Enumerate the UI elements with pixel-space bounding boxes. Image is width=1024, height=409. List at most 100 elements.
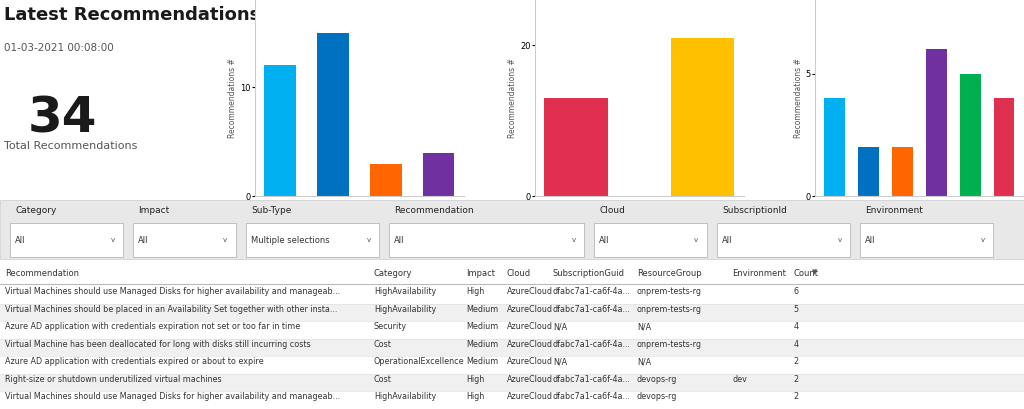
FancyBboxPatch shape (133, 223, 236, 257)
Text: v: v (367, 237, 371, 243)
FancyBboxPatch shape (717, 223, 850, 257)
Text: 4: 4 (794, 322, 799, 331)
FancyBboxPatch shape (246, 223, 379, 257)
Text: dfabc7a1-ca6f-4a...: dfabc7a1-ca6f-4a... (553, 287, 631, 296)
Text: AzureCloud: AzureCloud (507, 393, 553, 402)
Bar (858, 147, 879, 196)
Bar (423, 153, 455, 196)
FancyBboxPatch shape (0, 303, 1024, 321)
Text: ▼: ▼ (812, 269, 817, 275)
Text: AzureCloud: AzureCloud (507, 305, 553, 314)
Text: 01-03-2021 00:08:00: 01-03-2021 00:08:00 (4, 43, 114, 53)
Text: Cloud: Cloud (507, 269, 531, 278)
Bar (671, 38, 734, 196)
Bar (961, 74, 981, 196)
Text: onprem-tests-rg: onprem-tests-rg (637, 305, 701, 314)
Text: Environment: Environment (865, 206, 924, 215)
Text: v: v (838, 237, 842, 243)
Text: 2: 2 (794, 393, 799, 402)
Text: 2: 2 (794, 375, 799, 384)
Text: Medium: Medium (466, 340, 498, 349)
Text: HighAvailability: HighAvailability (374, 393, 436, 402)
Text: HighAvailability: HighAvailability (374, 287, 436, 296)
Text: Virtual Machine has been deallocated for long with disks still incurring costs: Virtual Machine has been deallocated for… (5, 340, 310, 349)
Text: v: v (694, 237, 698, 243)
Text: Multiple selections: Multiple selections (251, 236, 330, 245)
Text: Medium: Medium (466, 322, 498, 331)
Text: v: v (111, 237, 115, 243)
Text: Impact: Impact (138, 206, 170, 215)
Text: 34: 34 (28, 94, 97, 142)
Text: Sub-Type: Sub-Type (251, 206, 291, 215)
Text: AzureCloud: AzureCloud (507, 375, 553, 384)
Text: dfabc7a1-ca6f-4a...: dfabc7a1-ca6f-4a... (553, 340, 631, 349)
Text: Cost: Cost (374, 340, 391, 349)
Text: 6: 6 (794, 287, 799, 296)
Text: Medium: Medium (466, 305, 498, 314)
Y-axis label: Recommendations #: Recommendations # (228, 58, 238, 138)
Bar (370, 164, 401, 196)
Text: Azure AD application with credentials expired or about to expire: Azure AD application with credentials ex… (5, 357, 264, 366)
Text: Environment: Environment (732, 269, 786, 278)
FancyBboxPatch shape (594, 223, 707, 257)
Text: Cloud: Cloud (599, 206, 625, 215)
Text: 2: 2 (794, 357, 799, 366)
Bar (927, 49, 946, 196)
Text: All: All (394, 236, 404, 245)
Text: SubscriptionId: SubscriptionId (722, 206, 786, 215)
Text: Count: Count (794, 269, 818, 278)
Text: Security: Security (374, 322, 407, 331)
Text: SubscriptionGuid: SubscriptionGuid (553, 269, 625, 278)
Text: dev: dev (732, 375, 748, 384)
Bar (545, 98, 608, 196)
Text: High: High (466, 287, 484, 296)
Text: 4: 4 (794, 340, 799, 349)
Text: N/A: N/A (553, 357, 567, 366)
FancyBboxPatch shape (0, 200, 1024, 259)
Y-axis label: Recommendations #: Recommendations # (794, 58, 803, 138)
Text: All: All (865, 236, 876, 245)
Text: N/A: N/A (637, 322, 651, 331)
Text: All: All (599, 236, 609, 245)
FancyBboxPatch shape (10, 223, 123, 257)
Text: v: v (223, 237, 227, 243)
Text: AzureCloud: AzureCloud (507, 340, 553, 349)
Text: dfabc7a1-ca6f-4a...: dfabc7a1-ca6f-4a... (553, 393, 631, 402)
Text: High: High (466, 393, 484, 402)
Text: 5: 5 (794, 305, 799, 314)
Text: AzureCloud: AzureCloud (507, 357, 553, 366)
FancyBboxPatch shape (389, 223, 584, 257)
Text: N/A: N/A (553, 322, 567, 331)
Bar (994, 98, 1015, 196)
Text: HighAvailability: HighAvailability (374, 305, 436, 314)
Text: Virtual Machines should use Managed Disks for higher availability and manageab..: Virtual Machines should use Managed Disk… (5, 287, 340, 296)
Text: Virtual Machines should use Managed Disks for higher availability and manageab..: Virtual Machines should use Managed Disk… (5, 393, 340, 402)
Text: dfabc7a1-ca6f-4a...: dfabc7a1-ca6f-4a... (553, 305, 631, 314)
Text: Latest Recommendations: Latest Recommendations (4, 6, 260, 24)
Text: OperationalExcellence: OperationalExcellence (374, 357, 465, 366)
Text: onprem-tests-rg: onprem-tests-rg (637, 340, 701, 349)
Bar (264, 65, 296, 196)
Text: Impact: Impact (466, 269, 495, 278)
FancyBboxPatch shape (860, 223, 993, 257)
Text: Recommendation: Recommendation (5, 269, 79, 278)
Text: ResourceGroup: ResourceGroup (637, 269, 701, 278)
Text: AzureCloud: AzureCloud (507, 287, 553, 296)
Text: Right-size or shutdown underutilized virtual machines: Right-size or shutdown underutilized vir… (5, 375, 222, 384)
Text: All: All (722, 236, 732, 245)
Text: v: v (981, 237, 985, 243)
FancyBboxPatch shape (0, 339, 1024, 356)
Text: High: High (466, 375, 484, 384)
Text: Cost: Cost (374, 375, 391, 384)
Bar (824, 98, 845, 196)
Text: devops-rg: devops-rg (637, 375, 677, 384)
Bar (317, 33, 349, 196)
Text: devops-rg: devops-rg (637, 393, 677, 402)
Bar (892, 147, 912, 196)
Text: Category: Category (15, 206, 56, 215)
Text: N/A: N/A (637, 357, 651, 366)
FancyBboxPatch shape (0, 374, 1024, 391)
Text: dfabc7a1-ca6f-4a...: dfabc7a1-ca6f-4a... (553, 375, 631, 384)
Text: Category: Category (374, 269, 413, 278)
Text: All: All (15, 236, 26, 245)
